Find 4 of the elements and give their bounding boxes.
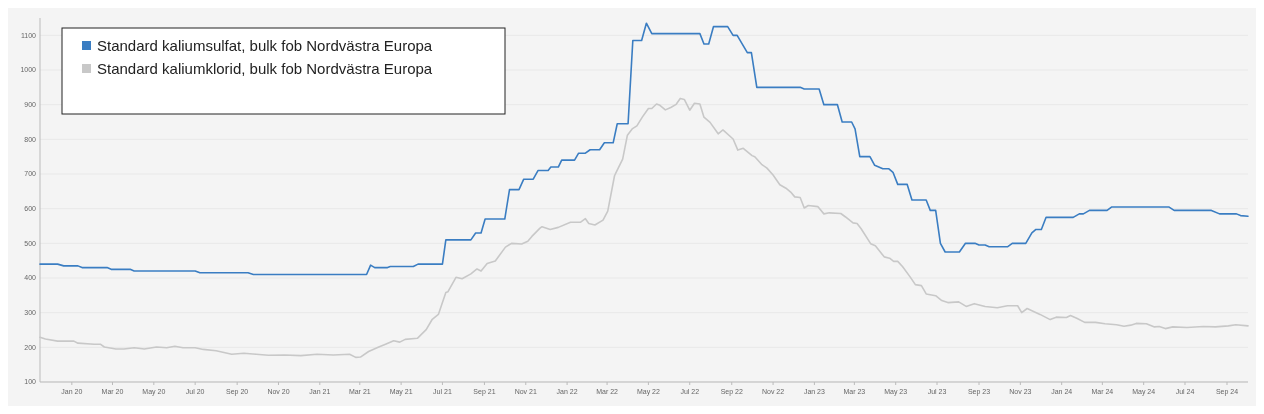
line-series <box>39 22 1249 276</box>
legend-label: Standard kaliumklorid, bulk fob Nordvästra Europa <box>97 60 433 78</box>
legend-label: Standard kaliumsulfat, bulk fob Nordvästra Europa <box>97 37 433 55</box>
line-series <box>39 97 1249 359</box>
